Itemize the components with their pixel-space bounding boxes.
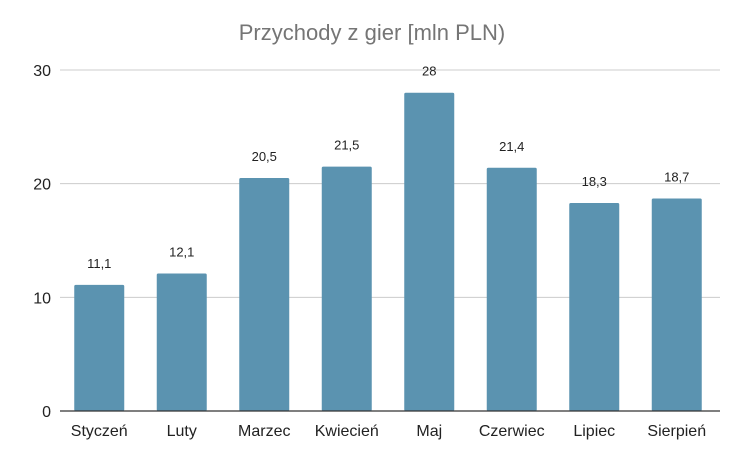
bar	[569, 202, 620, 411]
x-category-label: Styczeń	[71, 423, 128, 440]
bar	[404, 92, 455, 411]
bar	[321, 166, 372, 411]
bar	[651, 198, 702, 411]
y-tick-label: 10	[33, 290, 51, 307]
bar	[156, 273, 207, 411]
x-category-label: Lipiec	[573, 423, 615, 440]
data-label: 11,1	[87, 256, 111, 271]
y-tick-label: 0	[42, 404, 51, 421]
data-label: 21,4	[499, 139, 524, 154]
x-axis-category-labels: Styczeń Luty Marzec Kwiecień Maj Czerwiec Lipi…	[71, 423, 706, 440]
data-label: 21,5	[334, 138, 359, 153]
data-labels: 11,1 12,1 20,5 21,5 28 21,4 18,3 18,7	[87, 64, 689, 271]
x-category-label: Luty	[167, 423, 197, 440]
bar	[486, 167, 537, 411]
data-label: 18,3	[582, 174, 607, 189]
x-category-label: Marzec	[238, 423, 290, 440]
x-category-label: Czerwiec	[479, 423, 545, 440]
data-label: 12,1	[169, 244, 194, 259]
data-label: 28	[422, 64, 436, 79]
bar	[239, 177, 290, 411]
gridlines	[60, 69, 720, 298]
data-label: 18,7	[664, 169, 689, 184]
x-category-label: Sierpień	[647, 423, 706, 440]
y-tick-label: 20	[33, 177, 51, 194]
x-category-label: Kwiecień	[315, 423, 379, 440]
y-axis-tick-labels: 0 10 20 30	[33, 63, 51, 421]
chart-title: Przychody z gier [mln PLN)	[238, 20, 506, 45]
bars	[74, 92, 702, 411]
bar	[74, 284, 125, 411]
y-tick-label: 30	[33, 63, 51, 80]
x-category-label: Maj	[416, 423, 442, 440]
data-label: 20,5	[252, 149, 277, 164]
